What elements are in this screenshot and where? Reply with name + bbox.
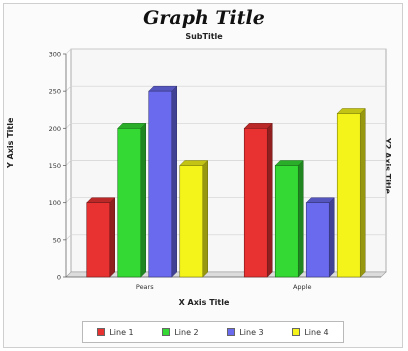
legend-swatch <box>97 328 106 336</box>
bar <box>117 128 142 278</box>
chart-title: Graph Title <box>143 7 265 29</box>
bar-side <box>171 85 177 278</box>
bar-side <box>298 159 304 278</box>
legend-swatch <box>227 328 236 336</box>
bar-top <box>179 160 209 166</box>
y-tick-label: 300 <box>49 51 61 59</box>
bar-side <box>109 197 115 278</box>
bar-side <box>360 107 366 278</box>
bar-top <box>148 85 178 92</box>
legend-item: Line 4 <box>292 327 329 337</box>
y-gridline-side <box>65 123 72 129</box>
y-tick-label: 200 <box>49 125 61 133</box>
bar <box>148 90 173 278</box>
y-gridline-side <box>65 234 72 241</box>
y-tick-label: 250 <box>49 88 61 96</box>
legend: Line 1 Line 2 Line 3 Line 4 <box>82 321 344 343</box>
legend-swatch <box>162 328 171 336</box>
legend-label: Line 4 <box>304 327 329 337</box>
legend-label: Line 1 <box>109 327 134 337</box>
legend-item: Line 2 <box>162 327 199 337</box>
bar-top <box>336 108 366 114</box>
y-tick-label: 150 <box>49 162 61 170</box>
bar-side <box>329 197 335 278</box>
y-tick-label: 100 <box>49 199 61 207</box>
bar-top <box>86 197 116 203</box>
bar-top <box>243 123 273 129</box>
y-gridline-side <box>65 48 72 55</box>
legend-item: Line 3 <box>227 327 264 337</box>
bar-top <box>117 123 147 129</box>
bar-side <box>267 122 273 278</box>
bar <box>86 202 111 278</box>
legend-label: Line 3 <box>239 327 264 337</box>
bar-top <box>305 197 335 203</box>
chart-subtitle: SubTitle <box>185 32 223 41</box>
bar-side <box>140 122 146 278</box>
bar <box>336 113 361 278</box>
y-tick-label: 50 <box>53 236 61 244</box>
y-gridline-side <box>65 197 72 203</box>
legend-swatch <box>292 328 301 336</box>
bar <box>274 165 299 278</box>
y-gridline-side <box>65 160 72 166</box>
bar-top <box>274 160 304 166</box>
x-axis-title: X Axis Title <box>178 298 230 307</box>
bar-side <box>202 159 208 278</box>
bar <box>243 128 268 278</box>
legend-item: Line 1 <box>97 327 134 337</box>
bar <box>179 165 204 278</box>
x-tick-label: Pears <box>136 283 154 291</box>
x-tick-label: Apple <box>293 283 312 291</box>
legend-label: Line 2 <box>174 327 199 337</box>
y-tick-label: 0 <box>57 274 61 282</box>
bar <box>305 202 330 278</box>
y-gridline-side <box>65 85 72 92</box>
